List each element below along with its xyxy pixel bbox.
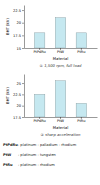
chart-title: ② sharp acceleration xyxy=(41,132,81,137)
annotation-text: : platinum - tungsten xyxy=(18,153,56,157)
y-tick: 25 xyxy=(16,82,24,86)
axis-line xyxy=(24,75,25,118)
chart: 17.5 20 22.5 25 PtPdRu PtW PtRu Material BHT (kV… xyxy=(5,75,98,137)
tick-mark xyxy=(22,35,24,36)
tick-label: 17.5 xyxy=(13,34,21,38)
y-tick: 20 xyxy=(16,104,24,108)
tick-label: PtW xyxy=(57,119,64,123)
x-tick: PtPdRu xyxy=(33,117,45,123)
annotation-label: PtW xyxy=(3,153,11,157)
axis-line xyxy=(25,48,98,49)
y-tick: 15 xyxy=(16,47,24,51)
tick-label: 15 xyxy=(16,47,21,51)
tick-mark xyxy=(22,48,24,49)
tick-label: PtW xyxy=(57,50,64,54)
tick-label: 22.5 xyxy=(13,9,21,13)
tick-mark xyxy=(22,106,24,107)
chart-title: ① 1,500 rpm, full load xyxy=(40,63,83,68)
bars xyxy=(34,81,86,117)
tick-mark xyxy=(22,117,24,118)
y-tick: 17.5 xyxy=(13,34,24,38)
y-tick: 22.5 xyxy=(13,9,24,13)
tick-mark xyxy=(22,94,24,95)
bar xyxy=(55,18,65,48)
bar xyxy=(34,94,44,117)
axis-line xyxy=(24,6,25,49)
y-axis: 15 17.5 20 22.5 xyxy=(13,6,25,51)
tick-label: 17.5 xyxy=(13,116,21,120)
tick-label: 20 xyxy=(16,21,21,25)
tick-label: 25 xyxy=(16,82,21,86)
y-axis-title: BHT (kV) xyxy=(5,87,10,104)
bar xyxy=(76,103,86,117)
tick-label: PtRu xyxy=(77,119,85,123)
annotation-label: PtRu xyxy=(3,163,13,167)
bar xyxy=(55,81,65,117)
tick-label: PtPdRu xyxy=(33,119,45,123)
annotations: PtPdRu: platinum - palladium - rhodium Pt… xyxy=(3,143,77,167)
x-axis-title: Material xyxy=(53,125,68,130)
x-axis: PtPdRu PtW PtRu xyxy=(25,117,98,123)
y-tick: 17.5 xyxy=(13,116,24,120)
tick-label: 20 xyxy=(16,104,21,108)
annotation-text: : platinum - palladium - rhodium xyxy=(18,143,77,147)
y-tick: 20 xyxy=(16,21,24,25)
x-axis-title: Material xyxy=(53,56,68,61)
y-tick: 22.5 xyxy=(13,93,24,97)
tick-mark xyxy=(22,23,24,24)
bar xyxy=(34,33,44,48)
x-tick: PtRu xyxy=(77,48,85,54)
tick-label: PtRu xyxy=(77,50,85,54)
y-axis: 17.5 20 22.5 25 xyxy=(13,75,25,120)
x-tick: PtPdRu xyxy=(33,48,45,54)
annotation-label: PtPdRu xyxy=(3,143,18,147)
x-tick: PtW xyxy=(57,117,64,123)
bar xyxy=(76,33,86,48)
tick-mark xyxy=(22,10,24,11)
x-axis: PtPdRu PtW PtRu xyxy=(25,48,98,54)
axis-line xyxy=(25,117,98,118)
tick-label: PtPdRu xyxy=(33,50,45,54)
tick-label: 22.5 xyxy=(13,93,21,97)
x-tick: PtRu xyxy=(77,117,85,123)
chart: 15 17.5 20 22.5 PtPdRu PtW PtRu Material BHT (kV… xyxy=(5,6,98,68)
tick-mark xyxy=(22,83,24,84)
y-axis-title: BHT (kV) xyxy=(5,18,10,35)
chart-canvas: 15 17.5 20 22.5 PtPdRu PtW PtRu Material BHT (kV… xyxy=(0,0,100,185)
annotation-text: : platinum - rhodium xyxy=(18,163,55,167)
bars xyxy=(34,18,86,48)
x-tick: PtW xyxy=(57,48,64,54)
